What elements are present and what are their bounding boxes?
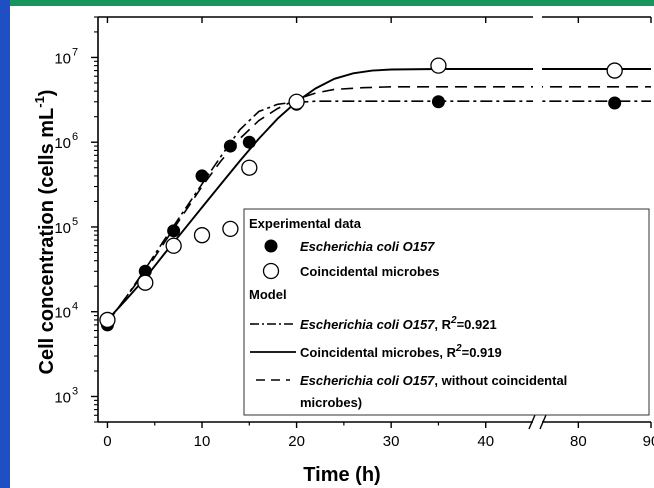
series-2-curve-part-1 <box>106 100 533 323</box>
series-0-point-2 <box>167 224 181 238</box>
legend-label-coincidental-model: Coincidental microbes, R2=0.919 <box>300 343 502 360</box>
axis-break-mark-1 <box>528 414 536 430</box>
series-1-point-2 <box>165 237 182 254</box>
y-tick-label-exponent-0: 3 <box>72 385 78 397</box>
y-tick-label-exponent-2: 5 <box>72 216 78 228</box>
legend-label-without-coincidental-line2: microbes) <box>300 395 362 410</box>
axes <box>97 16 651 430</box>
series-1-point-4 <box>222 220 239 238</box>
x-axis-title: Time (h) <box>303 464 380 486</box>
series-0-point-5 <box>242 135 256 149</box>
series-1-point-1 <box>137 274 154 291</box>
y-tick-label-4: 10 <box>54 50 71 67</box>
x-tick-label-1: 10 <box>194 433 211 450</box>
ticks: 0102030408090103104105106107 <box>54 16 654 450</box>
series-1-point-6 <box>288 93 305 110</box>
legend-header-model: Model <box>249 287 287 302</box>
series-0-point-1 <box>138 264 152 278</box>
series-0-point-4 <box>223 139 237 153</box>
series-0-point-3 <box>195 169 209 183</box>
axis-break-mark-2 <box>539 414 547 430</box>
y-tick-label-exponent-4: 7 <box>72 46 78 58</box>
x-tick-label-2: 20 <box>288 433 305 450</box>
series-1-point-7 <box>430 57 447 74</box>
legend-marker-ecoli <box>264 239 278 253</box>
series-1-point-0 <box>99 311 116 329</box>
x-tick-label-5: 80 <box>570 433 587 450</box>
series-0-point-8 <box>608 96 622 110</box>
series-1-point-3 <box>193 227 211 244</box>
legend-marker-coincidental <box>262 262 280 280</box>
legend-header-experimental: Experimental data <box>249 216 362 231</box>
legend-box <box>243 208 650 416</box>
legend-label-ecoli: Escherichia coli O157 <box>300 239 435 254</box>
y-tick-label-exponent-3: 6 <box>72 131 78 143</box>
y-tick-label-3: 10 <box>54 135 71 152</box>
y-tick-label-2: 10 <box>54 220 71 237</box>
legend-label-coincidental: Coincidental microbes <box>300 264 439 279</box>
series-1-point-5 <box>241 159 258 176</box>
plot-points <box>99 57 623 332</box>
x-tick-label-3: 30 <box>383 433 400 450</box>
x-tick-label-4: 40 <box>477 433 494 450</box>
series-4-curve-part-1 <box>106 86 533 323</box>
left-accent-bar <box>0 0 10 488</box>
series-1-point-8 <box>606 62 623 79</box>
x-tick-label-6: 90 <box>643 433 654 450</box>
x-tick-label-0: 0 <box>103 433 111 450</box>
y-tick-label-1: 10 <box>54 305 71 322</box>
legend-label-without-coincidental: Escherichia coli O157, without coinciden… <box>300 373 567 388</box>
y-tick-label-exponent-1: 4 <box>72 301 78 313</box>
y-tick-label-0: 10 <box>54 389 71 406</box>
legend-label-ecoli-model: Escherichia coli O157, R2=0.921 <box>300 315 497 332</box>
y-axis-title: Cell concentration (cells mL-1) <box>32 90 58 375</box>
series-0-point-7 <box>431 95 445 109</box>
legend: Experimental data Escherichia coli O157 … <box>243 208 650 416</box>
top-accent-bar <box>0 0 654 6</box>
